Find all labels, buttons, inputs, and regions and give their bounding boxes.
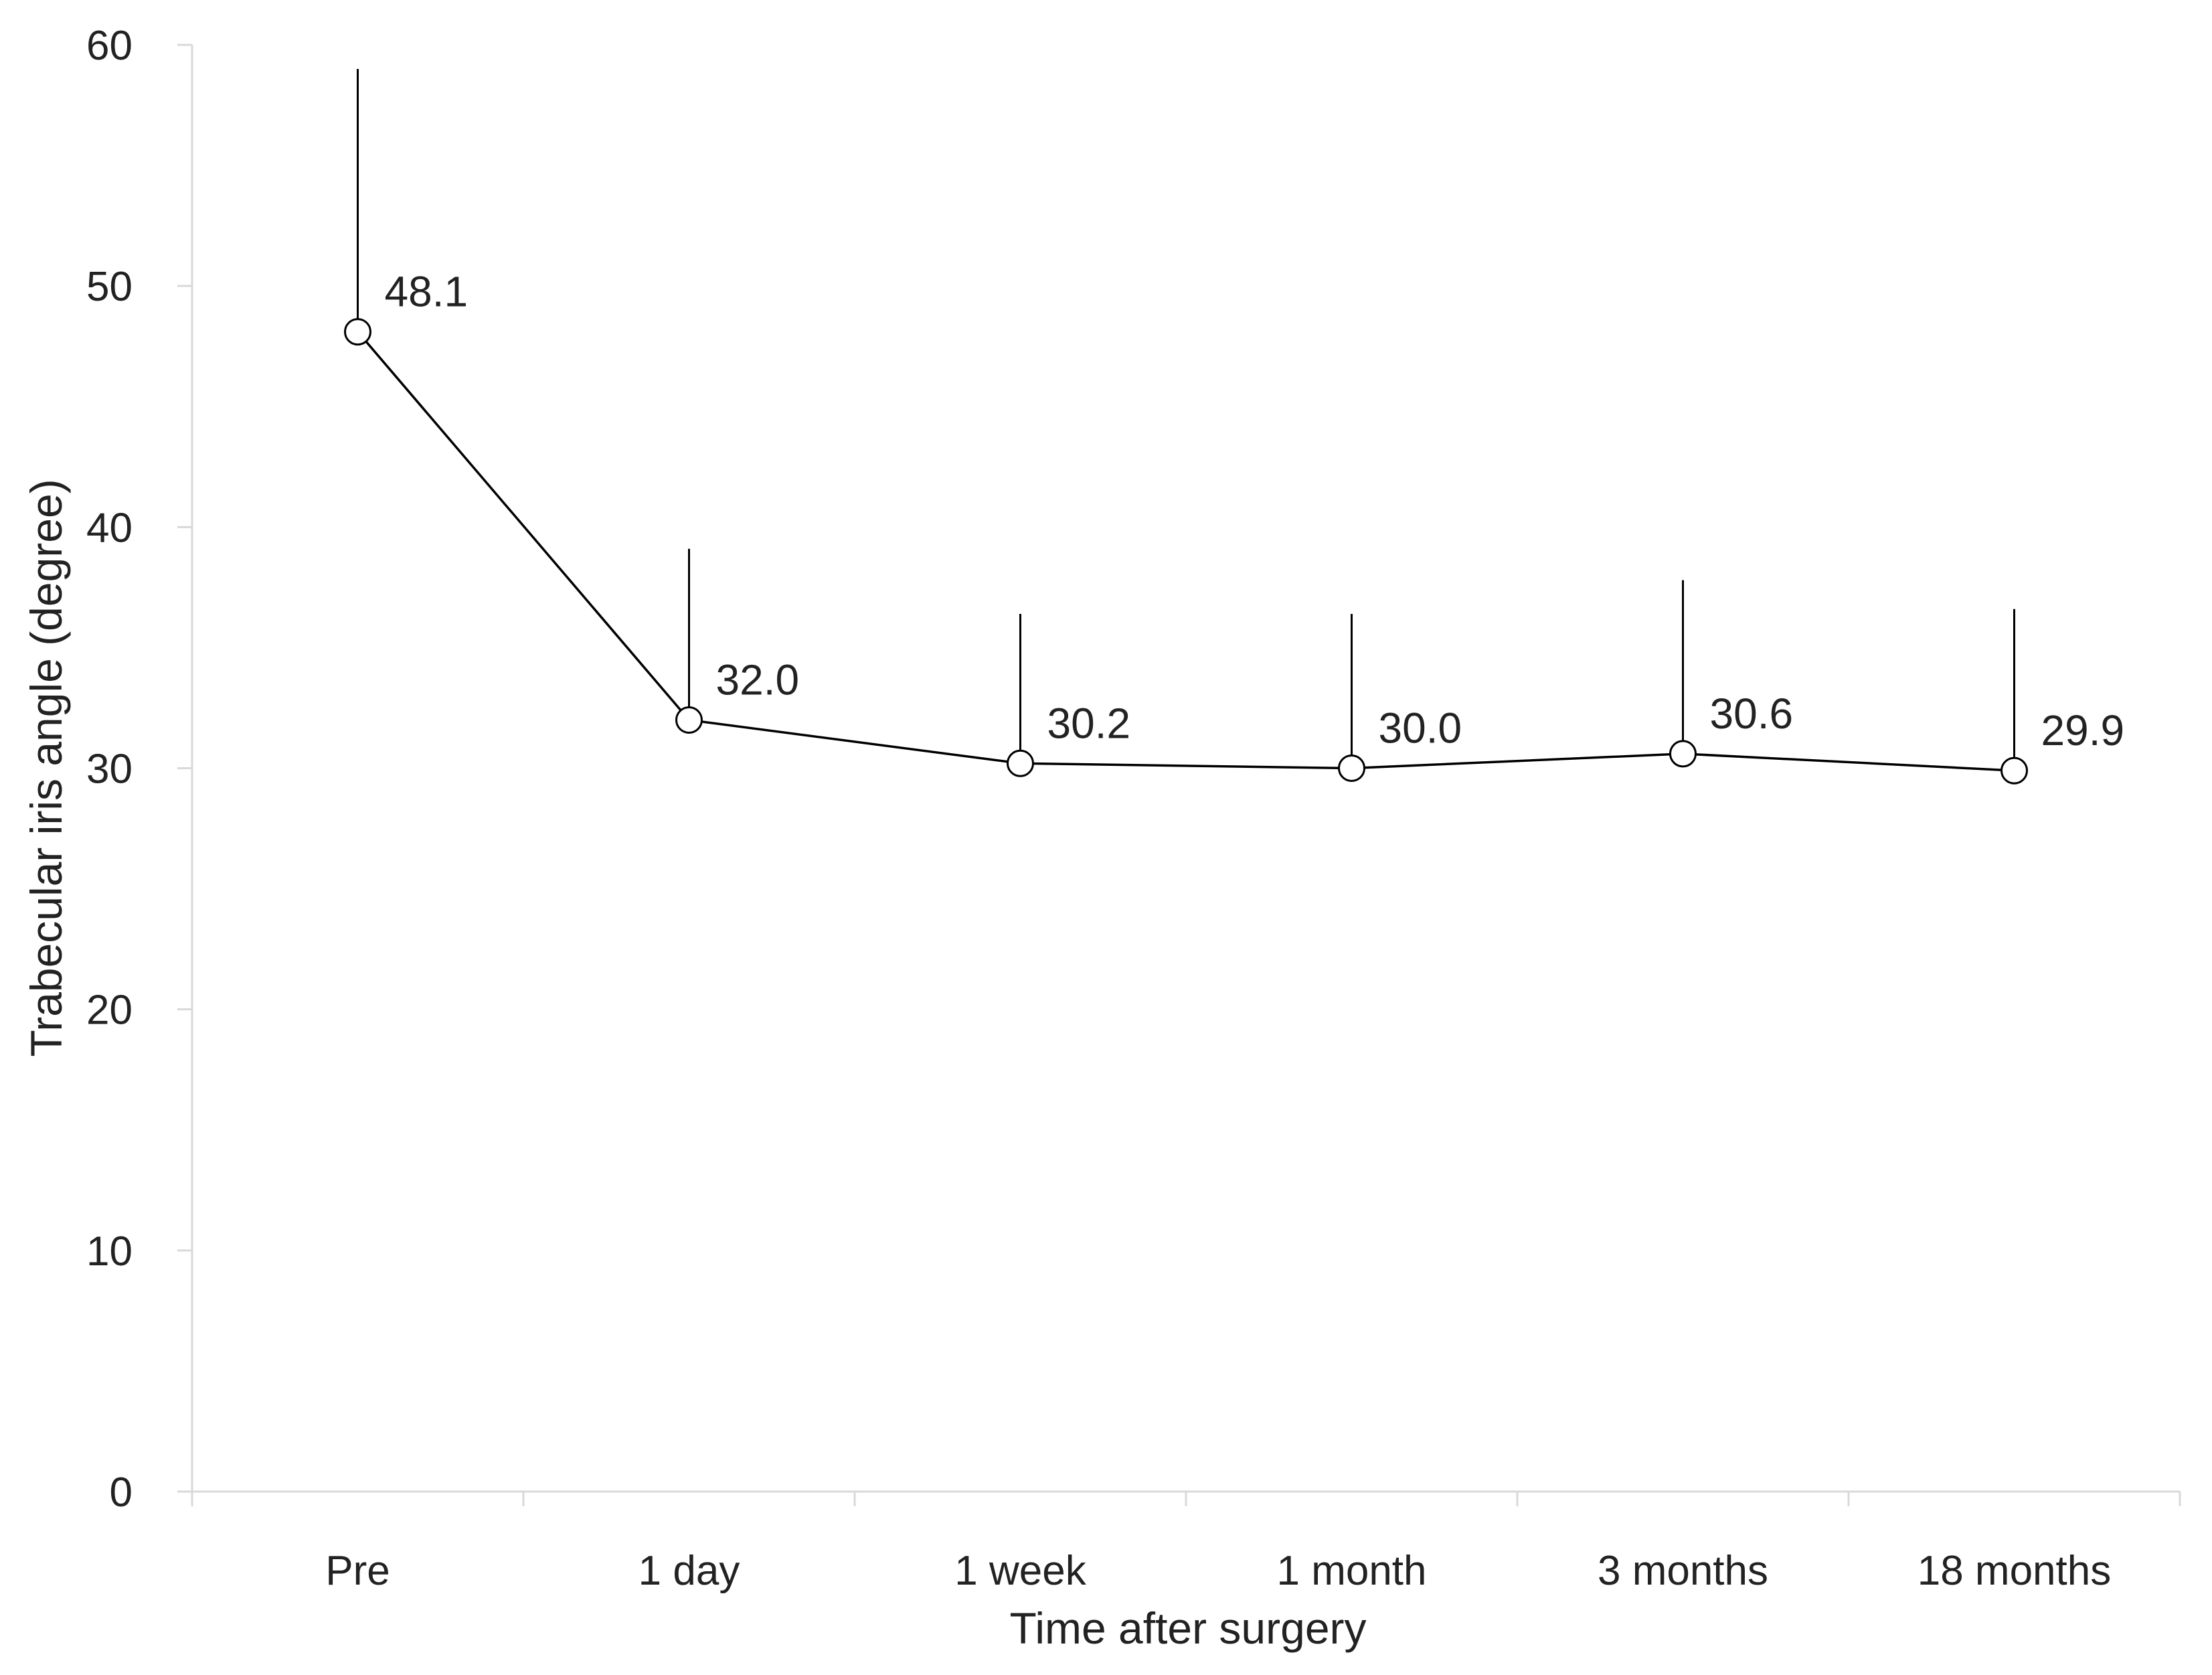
data-label: 29.9 (2041, 706, 2125, 754)
axes: 0 10 20 30 40 50 60 Pre 1 day 1 week 1 month 3 mont… (86, 23, 2181, 1594)
x-tick-label: 1 month (1276, 1548, 1426, 1594)
x-tick-label: Pre (325, 1548, 390, 1594)
data-label: 30.6 (1710, 690, 1794, 738)
y-tick-label: 20 (86, 987, 133, 1034)
y-tick-label: 50 (86, 264, 133, 310)
x-tick-label: 3 months (1598, 1548, 1768, 1594)
data-labels: 48.1 32.0 30.2 30.0 30.6 29.9 (385, 268, 2125, 755)
data-label: 32.0 (716, 655, 800, 704)
data-label: 30.0 (1379, 704, 1462, 752)
x-tick-label: 18 months (1918, 1548, 2112, 1594)
data-label: 48.1 (385, 268, 469, 316)
y-tick-label: 30 (86, 746, 133, 793)
data-point (1338, 754, 1365, 782)
data-point (2001, 756, 2028, 785)
series-line (357, 331, 2015, 772)
series-polyline (357, 331, 2015, 772)
y-axis-title: Trabecular iris angle (degree) (21, 479, 71, 1056)
x-tick-label: 1 day (639, 1548, 740, 1594)
y-tick-label: 60 (86, 23, 133, 69)
data-markers (344, 318, 2028, 785)
y-tick-label: 0 (110, 1469, 133, 1516)
x-tick-label: 1 week (954, 1548, 1086, 1594)
data-point (344, 318, 371, 346)
data-point (1007, 749, 1034, 777)
y-tick-label: 40 (86, 505, 133, 551)
data-point (1669, 740, 1697, 768)
x-axis-title: Time after surgery (1009, 1603, 1366, 1653)
error-bars (357, 69, 2015, 771)
data-label: 30.2 (1047, 699, 1131, 747)
data-point (675, 706, 703, 734)
y-tick-label: 10 (86, 1228, 133, 1275)
